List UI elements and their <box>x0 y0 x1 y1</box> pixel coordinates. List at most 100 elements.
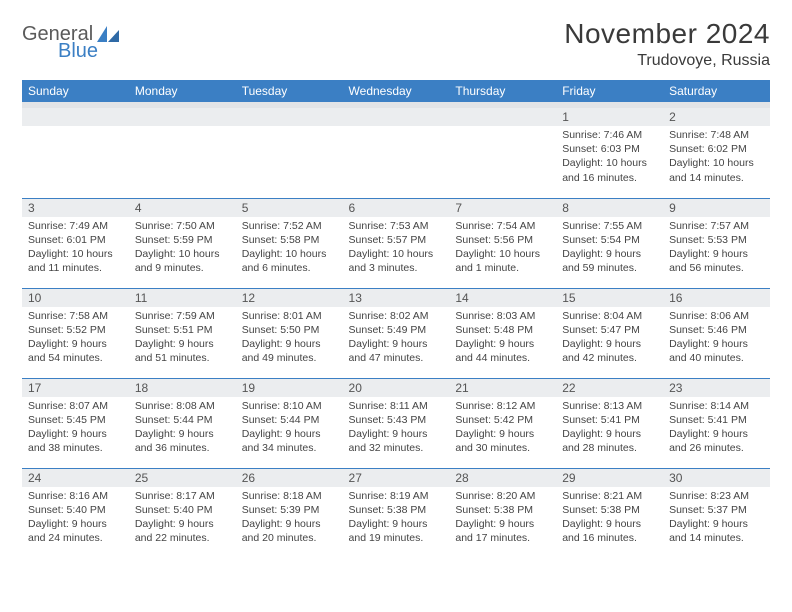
day-content: Sunrise: 8:08 AMSunset: 5:44 PMDaylight:… <box>129 397 236 468</box>
calendar-table: Sunday Monday Tuesday Wednesday Thursday… <box>22 80 770 558</box>
sunset-text: Sunset: 5:53 PM <box>669 233 764 247</box>
day-content: Sunrise: 8:14 AMSunset: 5:41 PMDaylight:… <box>663 397 770 468</box>
sunset-text: Sunset: 5:38 PM <box>349 503 444 517</box>
calendar-day-cell: 5Sunrise: 7:52 AMSunset: 5:58 PMDaylight… <box>236 198 343 288</box>
sunrise-text: Sunrise: 8:23 AM <box>669 489 764 503</box>
weekday-header: Monday <box>129 80 236 102</box>
calendar-day-cell: 29Sunrise: 8:21 AMSunset: 5:38 PMDayligh… <box>556 468 663 558</box>
sunset-text: Sunset: 5:50 PM <box>242 323 337 337</box>
day-content: Sunrise: 7:58 AMSunset: 5:52 PMDaylight:… <box>22 307 129 378</box>
sunrise-text: Sunrise: 7:46 AM <box>562 128 657 142</box>
day-content: Sunrise: 8:12 AMSunset: 5:42 PMDaylight:… <box>449 397 556 468</box>
day-number: 7 <box>449 199 556 217</box>
calendar-day-cell: 17Sunrise: 8:07 AMSunset: 5:45 PMDayligh… <box>22 378 129 468</box>
day-number: 23 <box>663 379 770 397</box>
sunset-text: Sunset: 5:44 PM <box>135 413 230 427</box>
calendar-day-cell <box>129 108 236 198</box>
calendar-day-cell: 19Sunrise: 8:10 AMSunset: 5:44 PMDayligh… <box>236 378 343 468</box>
day-number: 19 <box>236 379 343 397</box>
daylight-text: Daylight: 9 hours and 51 minutes. <box>135 337 230 365</box>
brand-line2: Blue <box>58 41 119 62</box>
calendar-day-cell: 30Sunrise: 8:23 AMSunset: 5:37 PMDayligh… <box>663 468 770 558</box>
sunrise-text: Sunrise: 8:02 AM <box>349 309 444 323</box>
weekday-header: Thursday <box>449 80 556 102</box>
sunrise-text: Sunrise: 7:54 AM <box>455 219 550 233</box>
sunrise-text: Sunrise: 8:06 AM <box>669 309 764 323</box>
brand-logo: General Blue <box>22 18 119 62</box>
weekday-header: Saturday <box>663 80 770 102</box>
day-content: Sunrise: 8:06 AMSunset: 5:46 PMDaylight:… <box>663 307 770 378</box>
day-number <box>449 108 556 126</box>
day-content: Sunrise: 7:57 AMSunset: 5:53 PMDaylight:… <box>663 217 770 288</box>
sunset-text: Sunset: 5:39 PM <box>242 503 337 517</box>
sunset-text: Sunset: 6:02 PM <box>669 142 764 156</box>
sunrise-text: Sunrise: 8:07 AM <box>28 399 123 413</box>
day-content: Sunrise: 8:02 AMSunset: 5:49 PMDaylight:… <box>343 307 450 378</box>
day-content: Sunrise: 7:50 AMSunset: 5:59 PMDaylight:… <box>129 217 236 288</box>
day-number: 8 <box>556 199 663 217</box>
sunrise-text: Sunrise: 8:19 AM <box>349 489 444 503</box>
day-number: 14 <box>449 289 556 307</box>
day-content <box>236 126 343 198</box>
daylight-text: Daylight: 10 hours and 6 minutes. <box>242 247 337 275</box>
day-content: Sunrise: 7:49 AMSunset: 6:01 PMDaylight:… <box>22 217 129 288</box>
daylight-text: Daylight: 10 hours and 11 minutes. <box>28 247 123 275</box>
calendar-day-cell: 11Sunrise: 7:59 AMSunset: 5:51 PMDayligh… <box>129 288 236 378</box>
daylight-text: Daylight: 9 hours and 32 minutes. <box>349 427 444 455</box>
day-number: 21 <box>449 379 556 397</box>
day-content: Sunrise: 7:46 AMSunset: 6:03 PMDaylight:… <box>556 126 663 198</box>
sunrise-text: Sunrise: 8:03 AM <box>455 309 550 323</box>
day-content: Sunrise: 8:13 AMSunset: 5:41 PMDaylight:… <box>556 397 663 468</box>
daylight-text: Daylight: 9 hours and 42 minutes. <box>562 337 657 365</box>
sunrise-text: Sunrise: 8:13 AM <box>562 399 657 413</box>
day-number: 15 <box>556 289 663 307</box>
sunset-text: Sunset: 5:44 PM <box>242 413 337 427</box>
calendar-week-row: 1Sunrise: 7:46 AMSunset: 6:03 PMDaylight… <box>22 108 770 198</box>
day-number: 10 <box>22 289 129 307</box>
daylight-text: Daylight: 9 hours and 34 minutes. <box>242 427 337 455</box>
day-content: Sunrise: 7:52 AMSunset: 5:58 PMDaylight:… <box>236 217 343 288</box>
weekday-header-row: Sunday Monday Tuesday Wednesday Thursday… <box>22 80 770 102</box>
day-content: Sunrise: 8:19 AMSunset: 5:38 PMDaylight:… <box>343 487 450 559</box>
page-header: General Blue November 2024 Trudovoye, Ru… <box>22 18 770 70</box>
day-number: 29 <box>556 469 663 487</box>
day-content: Sunrise: 7:54 AMSunset: 5:56 PMDaylight:… <box>449 217 556 288</box>
daylight-text: Daylight: 9 hours and 16 minutes. <box>562 517 657 545</box>
day-content: Sunrise: 8:16 AMSunset: 5:40 PMDaylight:… <box>22 487 129 559</box>
sunset-text: Sunset: 5:42 PM <box>455 413 550 427</box>
sunrise-text: Sunrise: 8:18 AM <box>242 489 337 503</box>
calendar-day-cell: 14Sunrise: 8:03 AMSunset: 5:48 PMDayligh… <box>449 288 556 378</box>
daylight-text: Daylight: 9 hours and 14 minutes. <box>669 517 764 545</box>
calendar-day-cell: 9Sunrise: 7:57 AMSunset: 5:53 PMDaylight… <box>663 198 770 288</box>
day-content <box>129 126 236 198</box>
sunset-text: Sunset: 5:38 PM <box>455 503 550 517</box>
daylight-text: Daylight: 10 hours and 1 minute. <box>455 247 550 275</box>
sunset-text: Sunset: 5:41 PM <box>562 413 657 427</box>
sunrise-text: Sunrise: 8:14 AM <box>669 399 764 413</box>
calendar-day-cell: 13Sunrise: 8:02 AMSunset: 5:49 PMDayligh… <box>343 288 450 378</box>
sunset-text: Sunset: 5:58 PM <box>242 233 337 247</box>
daylight-text: Daylight: 10 hours and 16 minutes. <box>562 156 657 184</box>
day-number <box>22 108 129 126</box>
day-content: Sunrise: 8:11 AMSunset: 5:43 PMDaylight:… <box>343 397 450 468</box>
daylight-text: Daylight: 10 hours and 14 minutes. <box>669 156 764 184</box>
day-content: Sunrise: 7:55 AMSunset: 5:54 PMDaylight:… <box>556 217 663 288</box>
day-content <box>22 126 129 198</box>
calendar-day-cell: 4Sunrise: 7:50 AMSunset: 5:59 PMDaylight… <box>129 198 236 288</box>
daylight-text: Daylight: 9 hours and 30 minutes. <box>455 427 550 455</box>
day-content: Sunrise: 8:20 AMSunset: 5:38 PMDaylight:… <box>449 487 556 559</box>
calendar-day-cell <box>236 108 343 198</box>
calendar-day-cell: 15Sunrise: 8:04 AMSunset: 5:47 PMDayligh… <box>556 288 663 378</box>
sunset-text: Sunset: 6:03 PM <box>562 142 657 156</box>
sunset-text: Sunset: 5:38 PM <box>562 503 657 517</box>
calendar-day-cell: 6Sunrise: 7:53 AMSunset: 5:57 PMDaylight… <box>343 198 450 288</box>
sunrise-text: Sunrise: 8:04 AM <box>562 309 657 323</box>
day-number: 24 <box>22 469 129 487</box>
sunrise-text: Sunrise: 7:57 AM <box>669 219 764 233</box>
sunrise-text: Sunrise: 8:08 AM <box>135 399 230 413</box>
calendar-day-cell <box>22 108 129 198</box>
day-number: 9 <box>663 199 770 217</box>
sunset-text: Sunset: 5:52 PM <box>28 323 123 337</box>
daylight-text: Daylight: 9 hours and 54 minutes. <box>28 337 123 365</box>
sunset-text: Sunset: 5:45 PM <box>28 413 123 427</box>
